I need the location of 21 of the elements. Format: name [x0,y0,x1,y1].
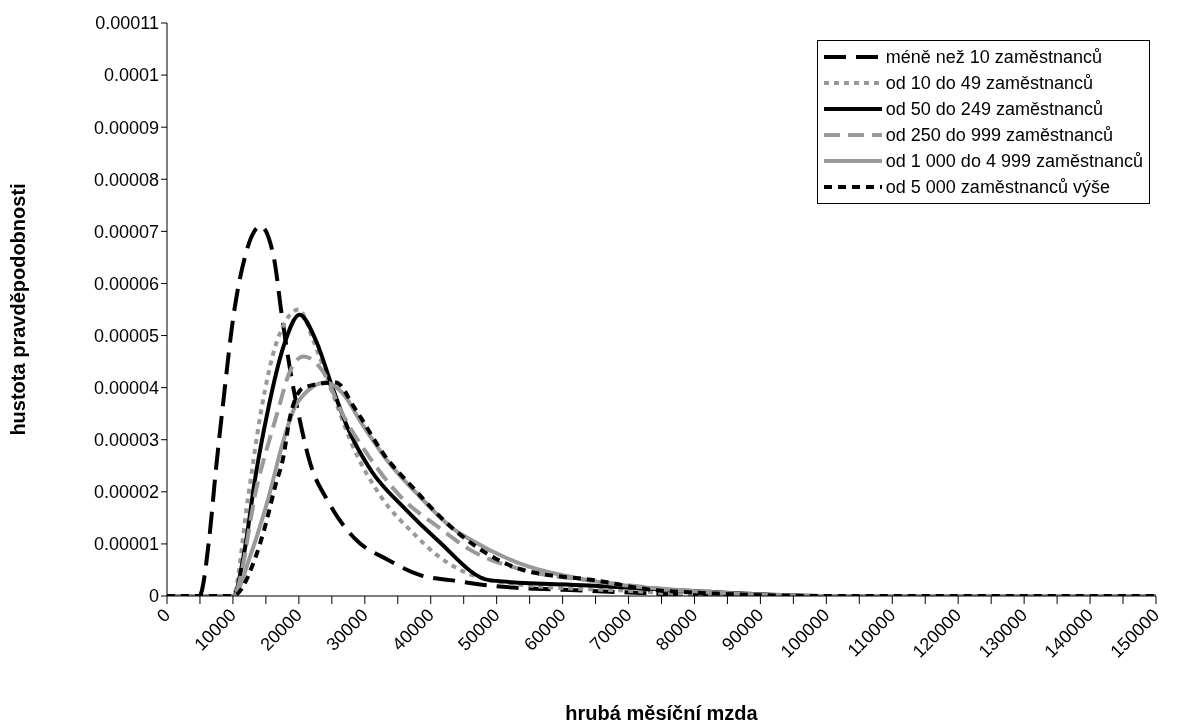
legend-label: od 1 000 do 4 999 zaměstnanců [885,150,1143,173]
x-axis-title: hrubá měsíční mzda [565,702,759,722]
y-tick-label: 0.0001 [103,65,159,86]
legend-label: od 5 000 zaměstnanců výše [885,176,1110,199]
y-tick-label: 0.00001 [93,534,159,555]
y-tick-label: 0.00007 [93,221,159,242]
y-tick-label: 0.00006 [93,273,159,294]
y-tick-label: 0.00005 [93,325,159,346]
y-tick-label: 0.00009 [93,117,159,138]
y-axis-title: hustota pravděpodobnosti [7,183,30,436]
legend-label: od 50 do 249 zaměstnanců [885,98,1103,121]
x-tick-label: 0 [152,604,175,627]
y-tick-label: 0.00003 [93,430,159,451]
legend-label: od 10 do 49 zaměstnanců [885,72,1093,95]
y-tick-label: 0.00011 [95,13,159,34]
legend-label: méně než 10 zaměstnanců [885,46,1102,69]
y-tick-label: 0.00004 [93,378,159,399]
legend-label: od 250 do 999 zaměstnanců [885,124,1113,147]
y-tick-label: 0 [148,586,159,607]
y-tick-label: 0.00002 [93,482,159,503]
y-tick-label: 0.00008 [93,169,159,190]
